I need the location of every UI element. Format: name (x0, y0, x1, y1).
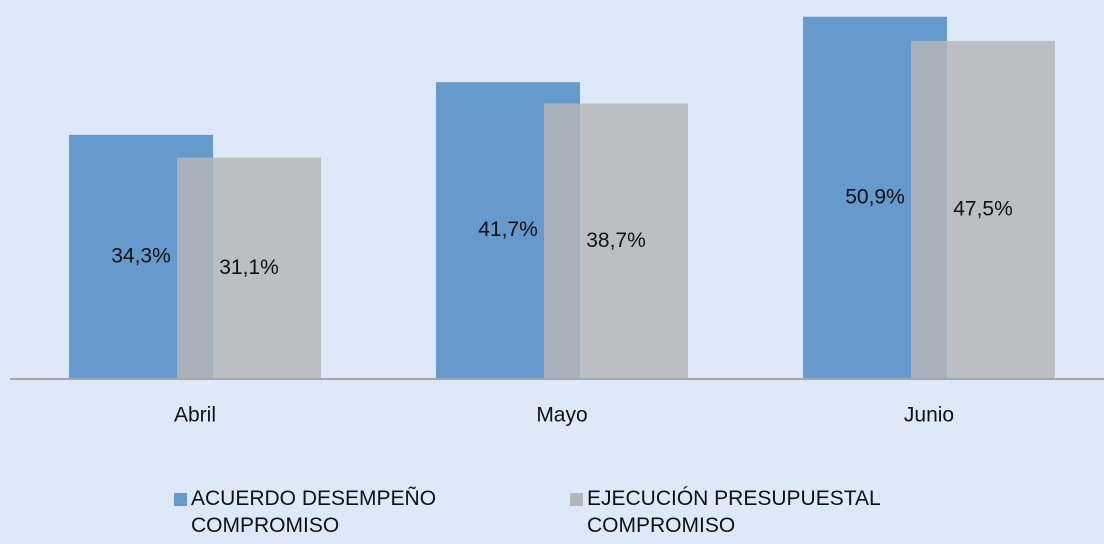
legend-item: EJECUCIÓN PRESUPUESTAL COMPROMISO (570, 485, 927, 539)
data-label: 31,1% (219, 256, 279, 279)
data-label: 38,7% (586, 229, 646, 252)
x-tick-label: Junio (904, 404, 954, 427)
bar (911, 40, 1055, 379)
legend-label: ACUERDO DESEMPEÑO COMPROMISO (191, 487, 437, 537)
legend-label: EJECUCIÓN PRESUPUESTAL COMPROMISO (587, 487, 880, 537)
bar (544, 103, 688, 379)
legend-swatch (174, 493, 187, 506)
data-label: 47,5% (953, 198, 1013, 221)
legend-item: ACUERDO DESEMPEÑO COMPROMISO (174, 485, 511, 539)
data-label: 34,3% (111, 244, 171, 267)
data-label: 50,9% (845, 185, 905, 208)
legend-swatch (570, 493, 583, 506)
bar (177, 157, 321, 379)
x-tick-label: Mayo (536, 404, 587, 427)
data-label: 41,7% (478, 218, 538, 241)
x-tick-label: Abril (174, 404, 216, 427)
